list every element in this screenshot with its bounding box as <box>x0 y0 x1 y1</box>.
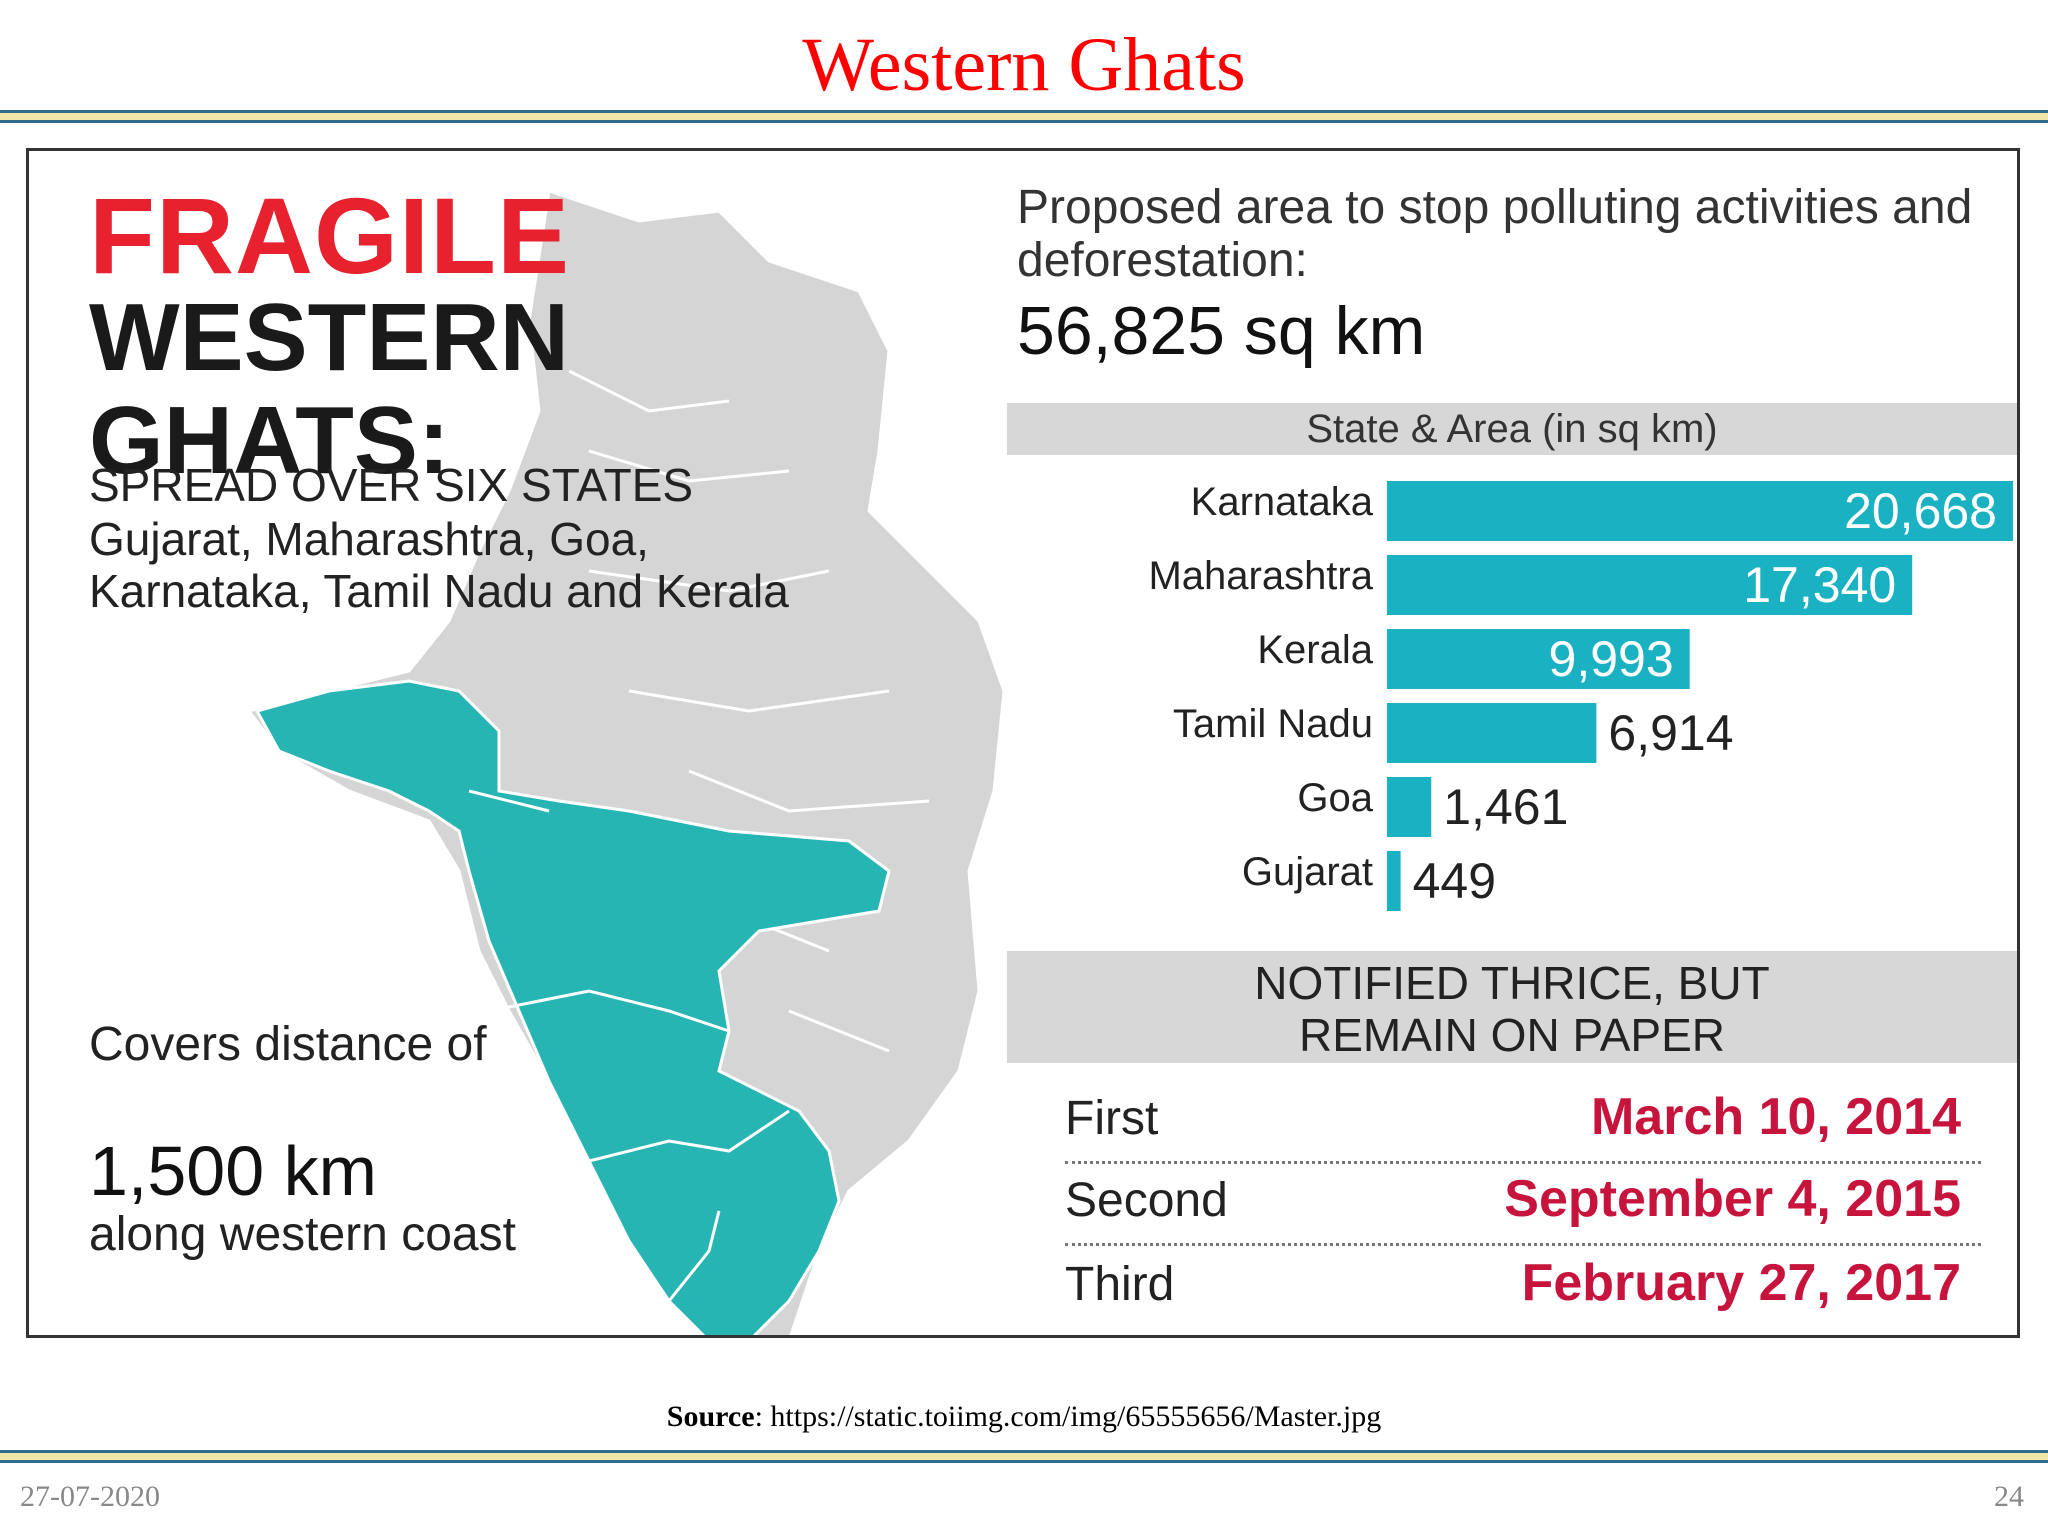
notified-heading: NOTIFIED THRICE, BUT REMAIN ON PAPER <box>1007 957 2017 1061</box>
notification-date-first: March 10, 2014 <box>1590 1088 1961 1146</box>
bar-category-label: Karnataka <box>1191 480 1374 524</box>
covers-distance: 1,500 km <box>89 1132 377 1210</box>
source-line: Source: https://static.toiimg.com/img/65… <box>666 1400 1382 1433</box>
spread-states: Gujarat, Maharashtra, Goa, Karnataka, Ta… <box>89 513 789 617</box>
notification-label-first: First <box>1065 1092 1159 1145</box>
bar-kerala <box>1387 629 1690 689</box>
bar-maharashtra <box>1387 555 1913 615</box>
bar-value-label: 20,668 <box>1844 483 1997 539</box>
footer-date: 27-07-2020 <box>20 1480 160 1513</box>
slide-title: Western Ghats <box>802 23 1246 107</box>
bar-goa <box>1387 777 1432 837</box>
notification-label-second: Second <box>1065 1174 1228 1227</box>
covers-intro: Covers distance of <box>89 1018 487 1071</box>
bar-value-label: 1,461 <box>1443 779 1568 835</box>
india-map-outline <box>246 189 1006 1335</box>
dotted-divider <box>1065 1243 1981 1246</box>
bar-value-label: 17,340 <box>1743 557 1896 613</box>
bar-value-label: 449 <box>1413 853 1496 909</box>
ghats-state-borders <box>468 789 790 1302</box>
top-divider <box>0 110 2048 123</box>
notified-band <box>1007 951 2017 1063</box>
bar-tamil-nadu <box>1387 703 1597 763</box>
western-ghats-states <box>254 679 891 1335</box>
state-borders <box>568 369 930 1053</box>
chart-title-band <box>1007 403 2017 455</box>
notification-date-second: September 4, 2015 <box>1504 1170 1961 1228</box>
notification-date-third: February 27, 2017 <box>1521 1254 1961 1312</box>
spread-title: SPREAD OVER SIX STATES <box>89 459 694 511</box>
india-map <box>246 189 1006 1335</box>
bar-category-label: Tamil Nadu <box>1173 702 1373 746</box>
source-url[interactable]: https://static.toiimg.com/img/65555656/M… <box>770 1400 1382 1433</box>
bar-category-label: Goa <box>1297 776 1373 820</box>
bar-value-label: 9,993 <box>1549 631 1674 687</box>
bar-category-label: Kerala <box>1257 628 1373 672</box>
bar-category-label: Maharashtra <box>1148 554 1373 598</box>
page-number: 24 <box>1994 1480 2024 1513</box>
heading-fragile: FRAGILE <box>89 175 570 296</box>
heading-western: WESTERN <box>89 284 569 391</box>
covers-tail: along western coast <box>89 1208 516 1261</box>
notified-heading-line2: REMAIN ON PAPER <box>1299 1009 1725 1061</box>
state-area-bar-chart: Karnataka 20,668 Maharashtra 17,340 Kerala 9,… <box>1148 480 2013 911</box>
bottom-divider <box>0 1450 2048 1463</box>
heading-ghats: GHATS: <box>89 387 450 494</box>
proposed-area-text: Proposed area to stop polluting activiti… <box>1017 181 1973 287</box>
dotted-divider <box>1065 1161 1981 1164</box>
infographic: FRAGILE WESTERN GHATS: SPREAD OVER SIX S… <box>26 148 2020 1338</box>
bar-karnataka <box>1387 481 2013 541</box>
notified-heading-line1: NOTIFIED THRICE, BUT <box>1254 957 1770 1009</box>
source-label: Source <box>666 1400 755 1433</box>
notification-label-third: Third <box>1065 1258 1175 1311</box>
bar-value-label: 6,914 <box>1608 705 1733 761</box>
bar-category-label: Gujarat <box>1242 850 1373 894</box>
bar-gujarat <box>1387 851 1401 911</box>
chart-title: State & Area (in sq km) <box>1306 407 1718 451</box>
proposed-area-value: 56,825 sq km <box>1017 293 1426 369</box>
